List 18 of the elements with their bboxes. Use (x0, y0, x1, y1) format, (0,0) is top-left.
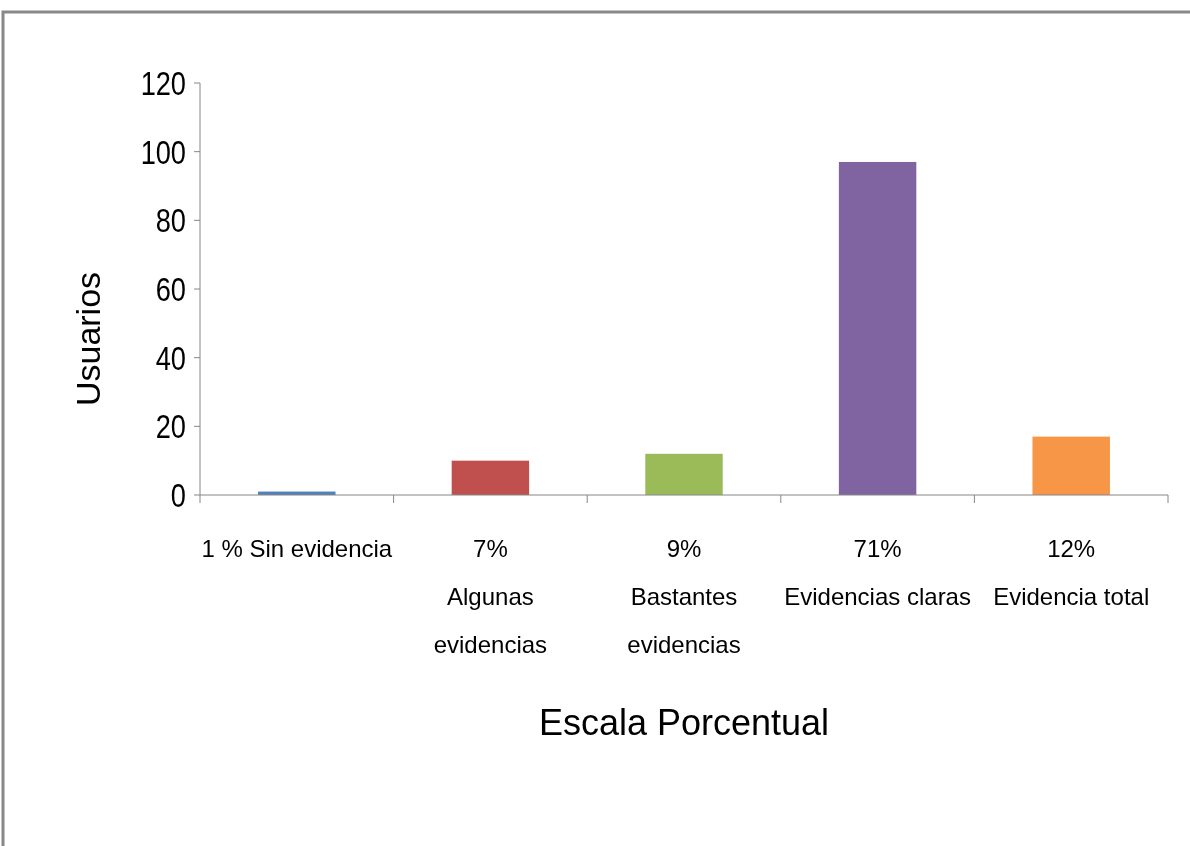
y-tick-label: 40 (155, 338, 186, 378)
bar (645, 453, 723, 495)
bar (451, 460, 530, 495)
y-tick-label: 100 (140, 132, 186, 172)
y-tick-label: 20 (155, 407, 186, 446)
bar (838, 161, 917, 495)
y-tick-label: 80 (155, 201, 186, 240)
x-tick-label: 1 % Sin evidencia (201, 535, 393, 562)
x-tick-label: 71% Evidencias claras (784, 535, 971, 610)
x-tick-label: 7% Algunas evidencias (433, 535, 548, 658)
y-axis-title: Usuarios (69, 271, 107, 407)
x-tick-label: 12% Evidencia total (993, 535, 1150, 610)
x-tick-label: 9% Bastantes evidencias (627, 535, 741, 658)
y-tick-label: 0 (170, 475, 186, 515)
x-axis-title: Escala Porcentual (538, 702, 830, 743)
y-tick-label: 120 (140, 63, 186, 103)
bar (1032, 436, 1110, 495)
y-tick-label: 60 (155, 269, 186, 309)
